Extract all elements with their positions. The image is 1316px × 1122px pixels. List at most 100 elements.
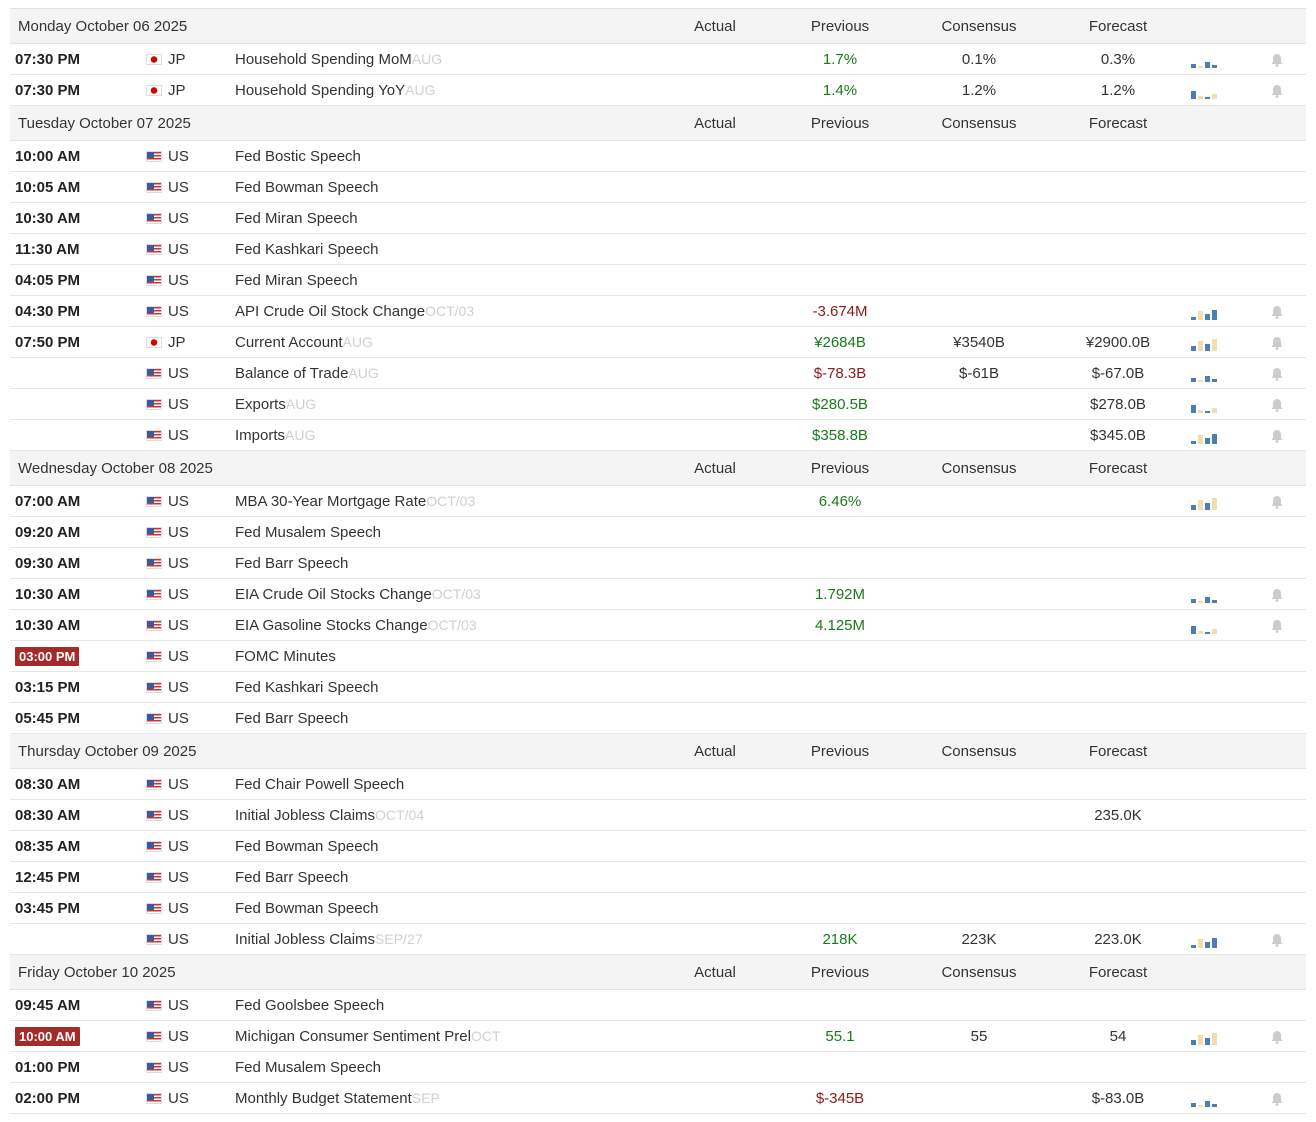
spacer	[1183, 8, 1245, 44]
event-name: Initial Jobless Claims	[235, 806, 376, 824]
actual-cell	[655, 202, 775, 234]
previous: 4.125M	[814, 616, 866, 634]
chart-cell	[1183, 547, 1245, 579]
actual-cell	[655, 1020, 775, 1052]
forecast-cell	[1053, 861, 1183, 893]
country-cell: US	[140, 768, 235, 800]
period: AUG	[348, 364, 379, 381]
time-cell: 03:45 PM	[10, 892, 140, 924]
time-cell: 08:30 AM	[10, 768, 140, 800]
mini-chart[interactable]	[1190, 366, 1220, 382]
mini-chart[interactable]	[1190, 618, 1220, 634]
alert-bell[interactable]	[1270, 619, 1284, 633]
event-row: 08:30 AM US Initial Jobless ClaimsOCT/04 23…	[10, 799, 1306, 831]
mini-chart[interactable]	[1190, 494, 1220, 510]
actual-cell	[655, 357, 775, 389]
country: US	[168, 271, 189, 289]
event-row: US ExportsAUG $280.5B $278.0B	[10, 388, 1306, 420]
consensus-cell	[905, 702, 1053, 734]
chart-cell	[1183, 768, 1245, 800]
event-time: 08:35 AM	[15, 837, 81, 855]
actual-cell	[655, 233, 775, 265]
time-cell: 09:20 AM	[10, 516, 140, 548]
event-cell: Fed Bowman Speech	[235, 171, 655, 203]
time-cell: 10:00 AM	[10, 1020, 140, 1052]
chart-cell	[1183, 671, 1245, 703]
mini-chart[interactable]	[1190, 335, 1220, 351]
event-row: 09:20 AM US Fed Musalem Speech	[10, 516, 1306, 548]
previous-cell	[775, 892, 905, 924]
alert-bell[interactable]	[1270, 305, 1284, 319]
forecast-cell: 223.0K	[1053, 923, 1183, 955]
event-row: 09:30 AM US Fed Barr Speech	[10, 547, 1306, 579]
consensus-cell	[905, 485, 1053, 517]
country: JP	[168, 333, 186, 351]
bell-cell	[1245, 640, 1306, 672]
day-date: Thursday October 09 2025	[10, 733, 655, 769]
actual-cell	[655, 640, 775, 672]
forecast-cell	[1053, 830, 1183, 862]
spacer	[1245, 8, 1306, 44]
time-cell: 07:30 PM	[10, 74, 140, 106]
event-cell: Monthly Budget StatementSEP	[235, 1082, 655, 1114]
consensus-cell	[905, 671, 1053, 703]
alert-bell[interactable]	[1270, 429, 1284, 443]
alert-bell[interactable]	[1270, 588, 1284, 602]
flag	[146, 871, 162, 883]
column-header: Consensus	[905, 450, 1053, 486]
event-time: 07:30 PM	[15, 81, 81, 99]
event-name: Balance of Trade	[235, 364, 349, 382]
actual-cell	[655, 326, 775, 358]
alert-bell[interactable]	[1270, 84, 1284, 98]
mini-chart[interactable]	[1190, 304, 1220, 320]
previous-cell: -3.674M	[775, 295, 905, 327]
mini-chart[interactable]	[1190, 83, 1220, 99]
event-name: Fed Musalem Speech	[235, 523, 381, 541]
previous: ¥2684B	[814, 333, 866, 351]
alert-bell[interactable]	[1270, 367, 1284, 381]
bell-cell	[1245, 233, 1306, 265]
mini-chart[interactable]	[1190, 587, 1220, 603]
mini-chart[interactable]	[1190, 397, 1220, 413]
alert-bell[interactable]	[1270, 1030, 1284, 1044]
bell-cell	[1245, 578, 1306, 610]
time-cell: 10:30 AM	[10, 202, 140, 234]
consensus: ¥3540B	[953, 333, 1005, 351]
mini-chart[interactable]	[1190, 52, 1220, 68]
event-name: Monthly Budget Statement	[235, 1089, 412, 1107]
forecast: 223.0K	[1094, 930, 1142, 948]
bell-cell	[1245, 671, 1306, 703]
column-header: Consensus	[905, 8, 1053, 44]
mini-chart[interactable]	[1190, 428, 1220, 444]
chart-cell	[1183, 578, 1245, 610]
alert-bell[interactable]	[1270, 1092, 1284, 1106]
mini-chart[interactable]	[1190, 1091, 1220, 1107]
period: OCT/03	[427, 616, 477, 633]
bell-cell	[1245, 388, 1306, 420]
mini-chart[interactable]	[1190, 932, 1220, 948]
mini-chart[interactable]	[1190, 1029, 1220, 1045]
alert-bell[interactable]	[1270, 398, 1284, 412]
event-name: Household Spending YoY	[235, 81, 406, 99]
alert-bell[interactable]	[1270, 933, 1284, 947]
column-header: Forecast	[1053, 8, 1183, 44]
previous-cell: $280.5B	[775, 388, 905, 420]
actual-cell	[655, 671, 775, 703]
event-name: Fed Barr Speech	[235, 554, 349, 572]
forecast-cell	[1053, 609, 1183, 641]
event-row: US ImportsAUG $358.8B $345.0B	[10, 419, 1306, 451]
chart-cell	[1183, 1020, 1245, 1052]
period: AUG	[285, 426, 316, 443]
alert-bell[interactable]	[1270, 495, 1284, 509]
country: US	[168, 837, 189, 855]
bell-cell	[1245, 485, 1306, 517]
forecast-cell	[1053, 171, 1183, 203]
time-cell: 07:00 AM	[10, 485, 140, 517]
event-cell: Fed Barr Speech	[235, 702, 655, 734]
event-name: MBA 30-Year Mortgage Rate	[235, 492, 427, 510]
time-cell	[10, 419, 140, 451]
alert-bell[interactable]	[1270, 336, 1284, 350]
chart-cell	[1183, 326, 1245, 358]
alert-bell[interactable]	[1270, 53, 1284, 67]
